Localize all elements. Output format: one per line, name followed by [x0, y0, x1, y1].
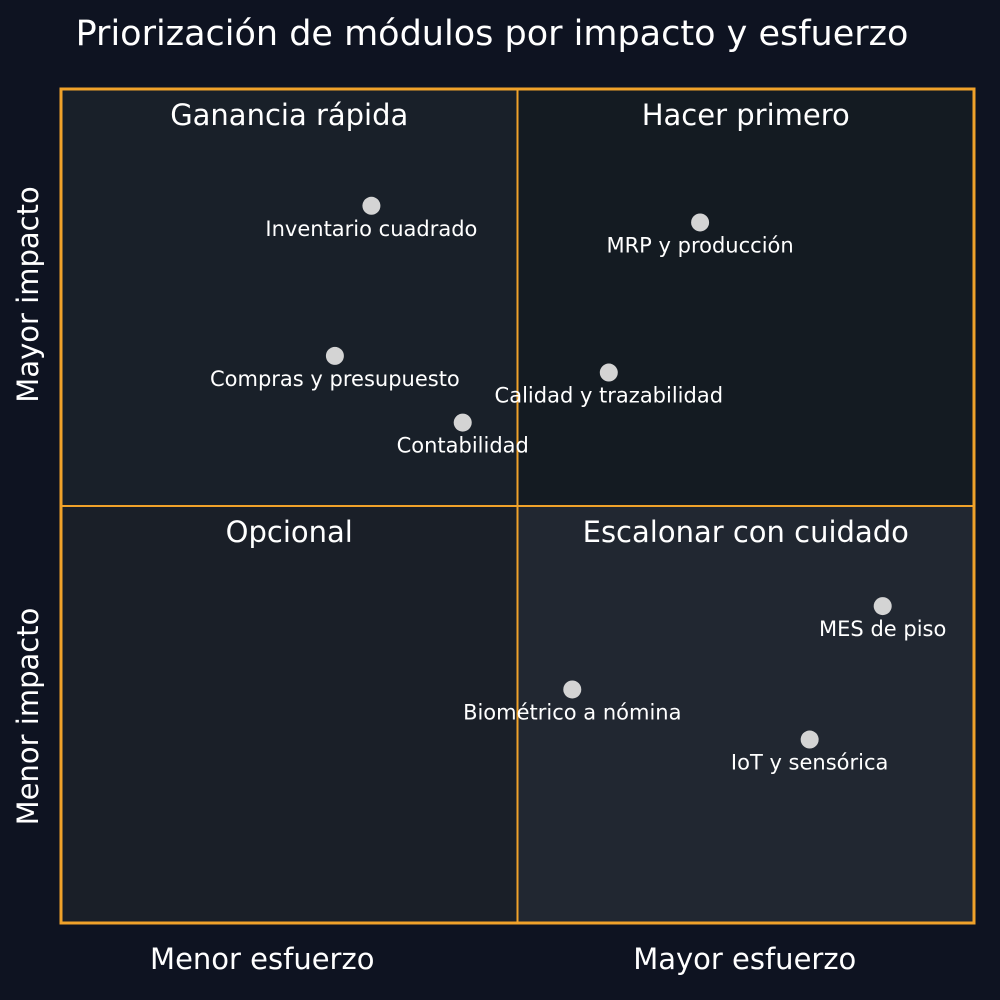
- data-point[interactable]: [453, 413, 472, 432]
- data-point-label: IoT y sensórica: [731, 751, 889, 775]
- data-point-label: Biométrico a nómina: [463, 700, 681, 724]
- data-point-label: Compras y presupuesto: [210, 367, 460, 391]
- data-point-label: Contabilidad: [397, 434, 529, 458]
- data-point[interactable]: [362, 196, 381, 215]
- data-point-label: MRP y producción: [606, 233, 793, 257]
- x-axis-label-high: Mayor esfuerzo: [633, 942, 856, 976]
- data-point[interactable]: [599, 363, 618, 382]
- quadrant-label-bottom-right: Escalonar con cuidado: [583, 515, 909, 549]
- chart-title: Priorización de módulos por impacto y es…: [75, 14, 909, 54]
- y-axis-label-high: Mayor impacto: [11, 186, 45, 402]
- quadrant-bottom-right-background: [517, 506, 974, 923]
- quadrant-top-right-background: [517, 89, 974, 506]
- y-axis-label-low: Menor impacto: [11, 608, 45, 826]
- data-point[interactable]: [325, 346, 344, 365]
- x-axis-label-low: Menor esfuerzo: [150, 942, 374, 976]
- data-point[interactable]: [691, 213, 710, 232]
- quadrant-label-top-right: Hacer primero: [642, 98, 850, 132]
- quadrant-label-top-left: Ganancia rápida: [170, 98, 408, 132]
- data-point-label: Calidad y trazabilidad: [495, 384, 724, 408]
- quadrant-bottom-left-background: [61, 506, 518, 923]
- data-point-label: Inventario cuadrado: [265, 217, 477, 241]
- plot-border: [59, 87, 976, 925]
- data-point[interactable]: [873, 597, 892, 616]
- quadrant-top-left-background: [61, 89, 518, 506]
- data-point[interactable]: [800, 730, 819, 749]
- quadrant-label-bottom-left: Opcional: [226, 515, 353, 549]
- data-point[interactable]: [563, 680, 582, 699]
- data-point-label: MES de piso: [819, 617, 946, 641]
